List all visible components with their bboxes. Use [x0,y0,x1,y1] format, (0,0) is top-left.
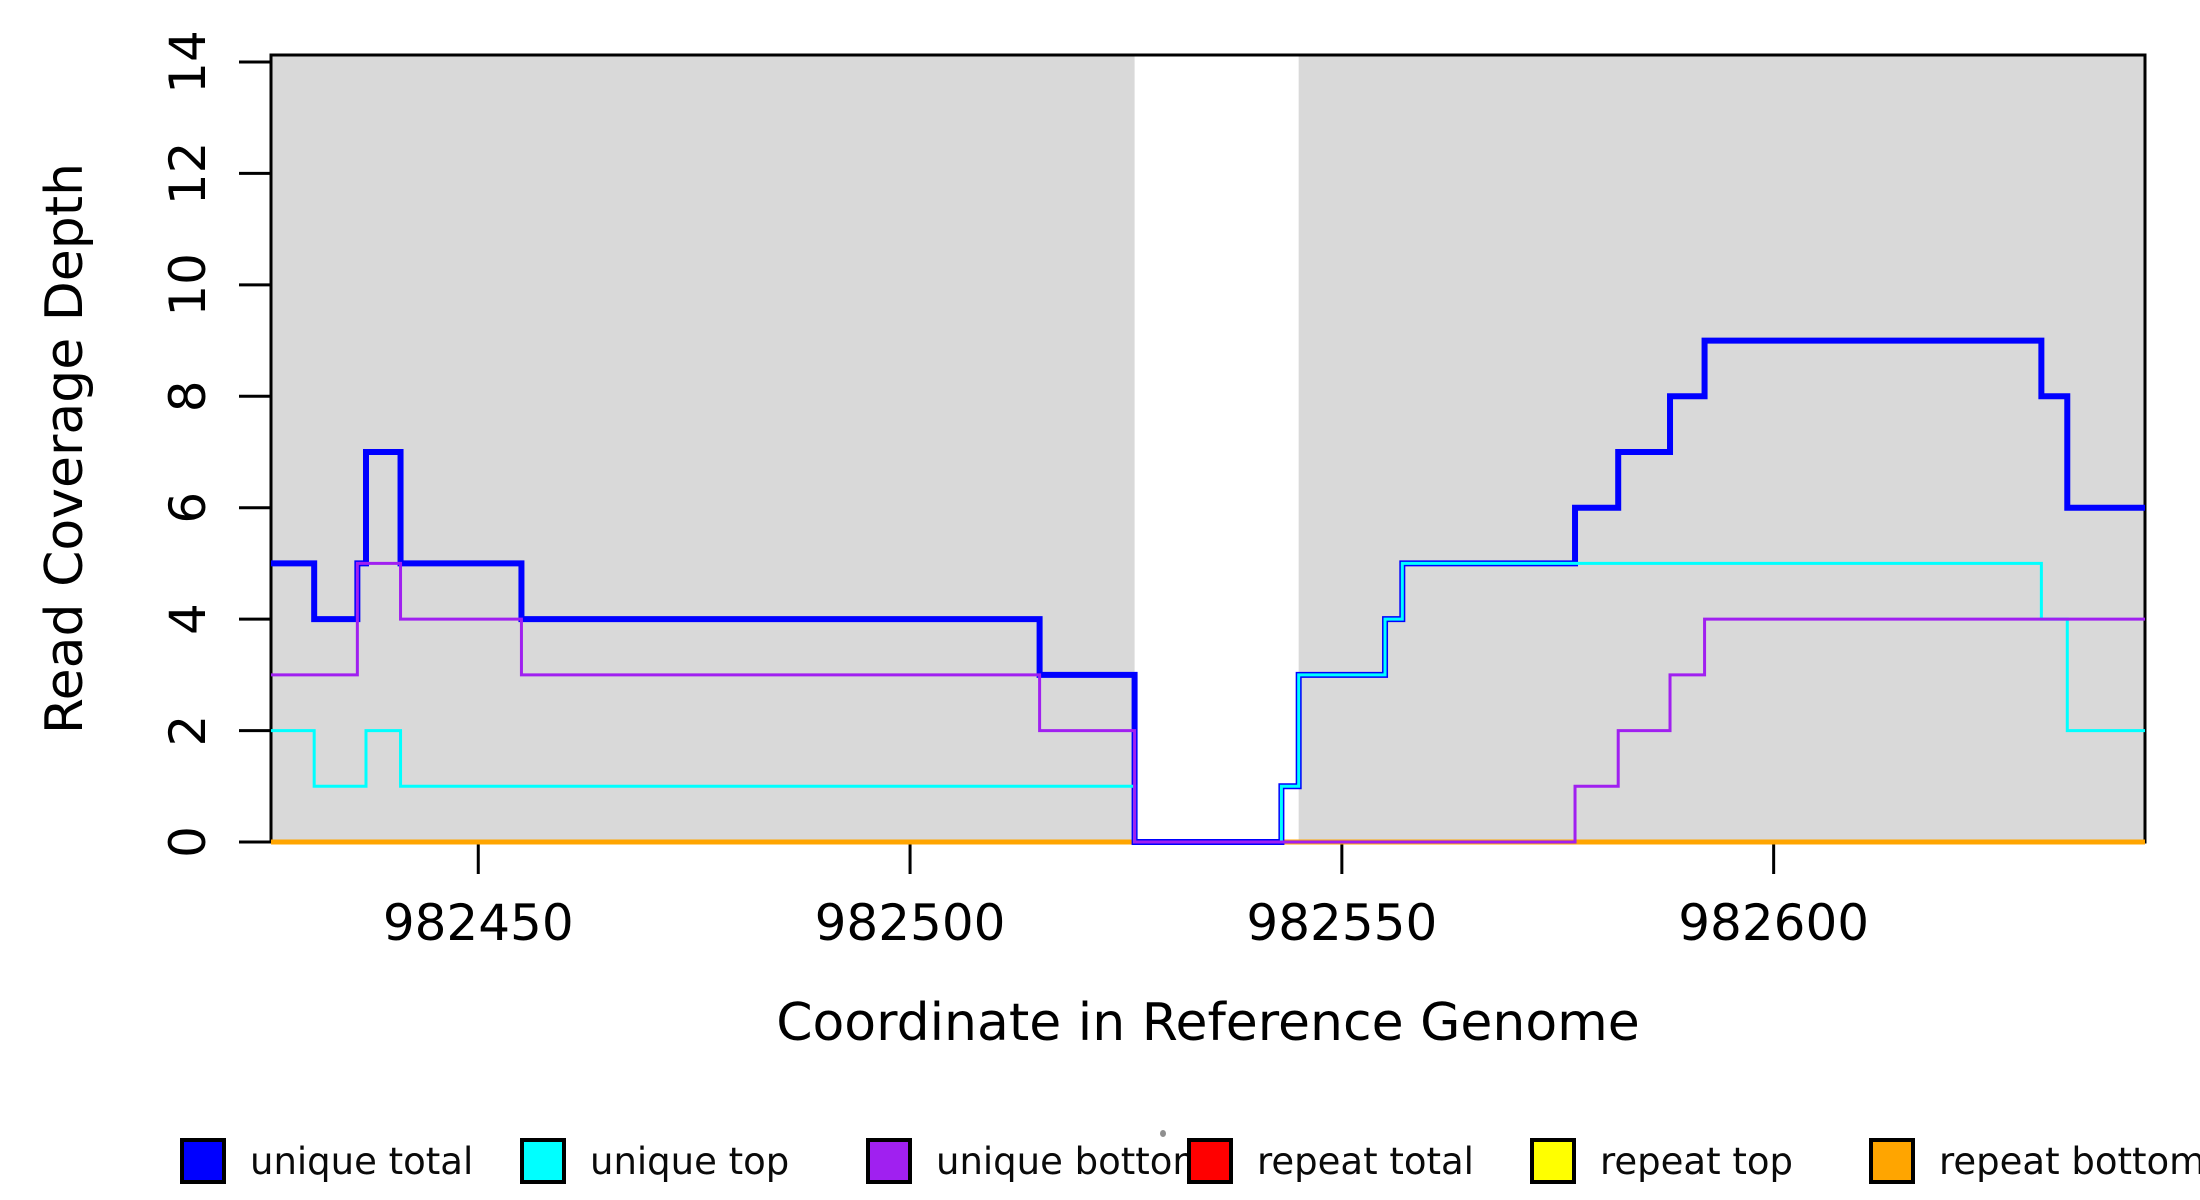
shaded-region-mask-left [271,55,1135,842]
legend: unique total unique top unique bottom repea… [0,1138,2200,1200]
legend-swatch-repeat-bottom [1869,1138,1915,1184]
x-tick-label: 982450 [383,894,574,952]
x-tick-label: 982600 [1678,894,1869,952]
x-tick-label: 982550 [1246,894,1437,952]
y-axis-title: Read Coverage Depth [35,163,95,734]
legend-swatch-unique-total [180,1138,226,1184]
series-line-unique-bottom [271,561,2145,844]
y-tick-label: 2 [159,715,217,747]
legend-swatch-unique-bottom [866,1138,912,1184]
legend-swatch-unique-top [520,1138,566,1184]
y-tick-label: 6 [159,492,217,524]
y-axis-ticks: 0 2 4 6 8 10 12 14 [159,30,271,858]
y-tick-label: 4 [159,603,217,635]
legend-swatch-repeat-total [1187,1138,1233,1184]
y-tick-label: 10 [159,253,217,317]
y-tick-label: 12 [159,142,217,206]
y-tick-label: 0 [159,826,217,858]
legend-label: repeat bottom [1939,1139,2200,1183]
x-axis-title: Coordinate in Reference Genome [776,993,1640,1053]
legend-label: unique total [250,1139,474,1183]
series-line-unique-top [271,561,2145,844]
stray-dot [1160,1130,1166,1137]
legend-item-repeat-total: repeat total [1187,1138,1474,1184]
legend-label: unique top [590,1139,790,1183]
y-tick-label: 8 [159,380,217,412]
legend-item-unique-top: unique top [520,1138,789,1184]
coverage-series-lines [271,337,2145,845]
legend-item-repeat-bottom: repeat bottom [1869,1138,2200,1184]
x-axis-ticks: 982450 982500 982550 982600 [383,842,1869,952]
legend-label: unique bottom [936,1139,1209,1183]
legend-label: repeat top [1600,1139,1793,1183]
legend-item-unique-bottom: unique bottom [866,1138,1208,1184]
legend-item-repeat-top: repeat top [1530,1138,1793,1184]
shaded-region-mask-right [1298,55,2145,842]
legend-swatch-repeat-top [1530,1138,1576,1184]
legend-item-unique-total: unique total [180,1138,473,1184]
x-tick-label: 982500 [815,894,1006,952]
y-tick-label: 14 [159,30,217,94]
legend-label: repeat total [1257,1139,1474,1183]
shaded-regions [271,55,2145,842]
